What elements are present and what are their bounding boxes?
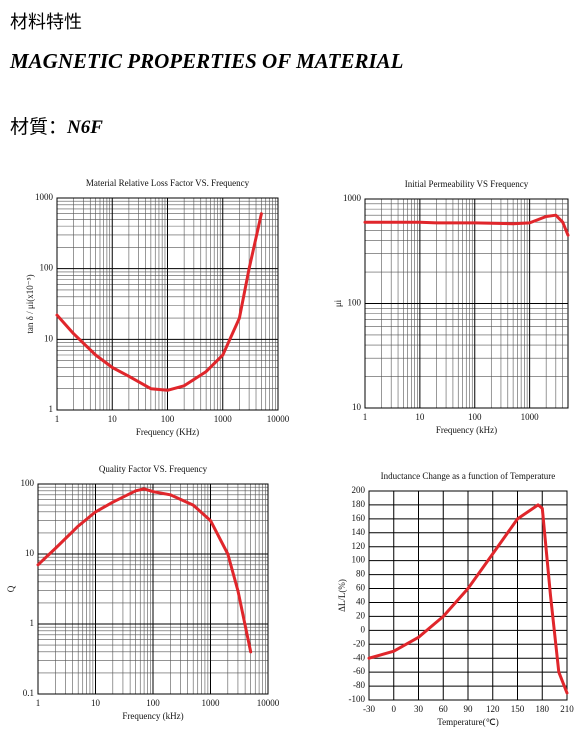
x-tick-label: 1000 bbox=[214, 414, 233, 424]
x-axis-label: Frequency (kHz) bbox=[122, 711, 183, 721]
y-tick-label: 200 bbox=[352, 485, 366, 495]
curve bbox=[36, 487, 253, 654]
x-tick-label: 100 bbox=[146, 698, 160, 708]
x-tick-label: 100 bbox=[468, 412, 482, 422]
material-label: 材質： bbox=[10, 117, 68, 138]
y-tick-label: 10 bbox=[25, 548, 35, 558]
chart-title: Material Relative Loss Factor VS. Freque… bbox=[86, 178, 250, 188]
y-tick-label: 1000 bbox=[35, 192, 54, 202]
x-axis-label: Frequency (KHz) bbox=[136, 427, 199, 437]
y-tick-label: -80 bbox=[353, 680, 365, 690]
y-tick-label: 1 bbox=[49, 404, 54, 414]
x-tick-label: 10000 bbox=[267, 414, 290, 424]
material-line: 材質：N6F bbox=[10, 112, 103, 139]
y-tick-label: 0.1 bbox=[23, 688, 34, 698]
chart-title: Inductance Change as a function of Tempe… bbox=[381, 471, 556, 481]
y-axis-label: ΔL/L(%) bbox=[337, 579, 347, 612]
x-tick-label: -30 bbox=[363, 704, 375, 714]
y-tick-label: 100 bbox=[40, 263, 54, 273]
x-axis-label: Frequency (kHz) bbox=[436, 425, 497, 435]
x-tick-label: 120 bbox=[486, 704, 500, 714]
y-tick-label: 100 bbox=[21, 478, 35, 488]
title: MAGNETIC PROPERTIES OF MATERIAL bbox=[10, 49, 404, 73]
y-tick-label: -20 bbox=[353, 638, 365, 648]
x-tick-label: 60 bbox=[439, 704, 449, 714]
x-axis-label: Temperature(℃) bbox=[437, 717, 498, 727]
y-tick-label: 160 bbox=[352, 513, 366, 523]
y-tick-label: 80 bbox=[356, 569, 366, 579]
x-tick-label: 10 bbox=[415, 412, 425, 422]
y-tick-label: 20 bbox=[356, 610, 366, 620]
y-axis-label: tan δ / μi(x10⁻⁵) bbox=[25, 274, 35, 333]
chart-title: Initial Permeability VS Frequency bbox=[405, 179, 529, 189]
x-tick-label: 210 bbox=[560, 704, 574, 714]
y-tick-label: 10 bbox=[44, 333, 54, 343]
y-tick-label: 0 bbox=[361, 624, 366, 634]
x-tick-label: 1000 bbox=[202, 698, 221, 708]
chart-title: Quality Factor VS. Frequency bbox=[99, 464, 208, 474]
x-tick-label: 100 bbox=[161, 414, 175, 424]
x-tick-label: 1 bbox=[55, 414, 60, 424]
y-axis-label: Q bbox=[6, 585, 16, 592]
y-tick-label: 120 bbox=[352, 541, 366, 551]
x-tick-label: 10000 bbox=[257, 698, 280, 708]
material: N6F bbox=[67, 117, 103, 138]
y-tick-label: -100 bbox=[349, 694, 366, 704]
y-tick-label: 1 bbox=[30, 618, 35, 628]
y-tick-label: 100 bbox=[352, 555, 366, 565]
x-tick-label: 150 bbox=[511, 704, 525, 714]
x-tick-label: 10 bbox=[108, 414, 118, 424]
y-tick-label: 100 bbox=[348, 298, 362, 308]
x-tick-label: 1 bbox=[36, 698, 41, 708]
y-tick-label: -40 bbox=[353, 652, 365, 662]
y-tick-label: -60 bbox=[353, 666, 365, 676]
curve bbox=[363, 213, 570, 237]
y-tick-label: 10 bbox=[352, 402, 362, 412]
y-tick-label: 180 bbox=[352, 499, 366, 509]
y-tick-label: 40 bbox=[356, 597, 366, 607]
y-axis-label: μi bbox=[333, 299, 343, 307]
chinese-title: 材料特性 bbox=[10, 12, 82, 32]
x-tick-label: 0 bbox=[392, 704, 397, 714]
x-tick-label: 90 bbox=[464, 704, 474, 714]
curve bbox=[55, 212, 263, 392]
y-tick-label: 1000 bbox=[343, 193, 362, 203]
y-tick-label: 140 bbox=[352, 527, 366, 537]
x-tick-label: 30 bbox=[414, 704, 424, 714]
x-tick-label: 10 bbox=[91, 698, 101, 708]
x-tick-label: 1 bbox=[363, 412, 368, 422]
x-tick-label: 1000 bbox=[521, 412, 540, 422]
y-tick-label: 60 bbox=[356, 583, 366, 593]
x-tick-label: 180 bbox=[536, 704, 550, 714]
curve bbox=[367, 503, 569, 695]
